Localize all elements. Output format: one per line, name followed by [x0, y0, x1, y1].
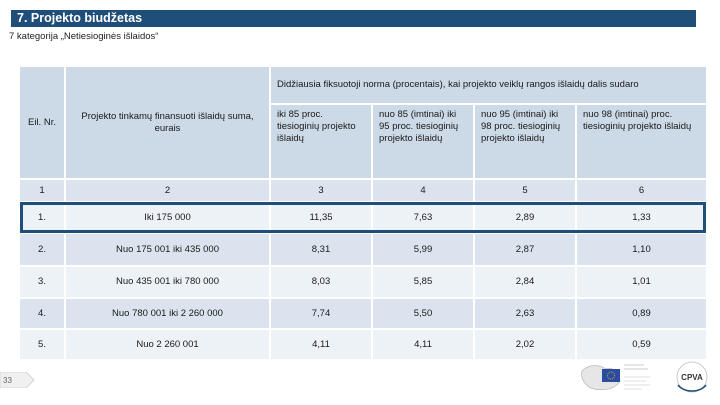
header-nr: Eil. Nr. — [20, 67, 64, 178]
row-2-rate-3: 2,87 — [475, 234, 575, 265]
row-1-nr: 1. — [20, 203, 64, 232]
eu-flag-icon — [602, 369, 620, 382]
page-number-shape — [0, 372, 34, 388]
cpva-logo-text: CPVA — [681, 373, 703, 382]
header-sub-1: iki 85 proc. tiesioginių projekto išlaid… — [271, 105, 371, 178]
row-2-rate-4: 1,10 — [577, 234, 706, 265]
cpva-logo-icon — [676, 361, 708, 393]
page-number: 33 — [3, 376, 12, 385]
row-1-highlight — [20, 202, 706, 233]
row-1-rate-1: 11,35 — [271, 203, 371, 232]
col-number-1: 1 — [20, 180, 64, 201]
row-1-amount: Iki 175 000 — [66, 203, 269, 232]
row-1-rate-2: 7,63 — [373, 203, 473, 232]
header-sub-3: nuo 95 (imtinai) iki 98 proc. tiesiogini… — [475, 105, 575, 178]
row-4-nr: 4. — [20, 299, 64, 328]
row-5-rate-3: 2,02 — [475, 330, 575, 359]
page-subtitle: 7 kategorija „Netiesioginės išlaidos“ — [9, 31, 159, 42]
col-number-6: 6 — [577, 180, 706, 201]
row-2-nr: 2. — [20, 234, 64, 265]
row-2-amount: Nuo 175 001 iki 435 000 — [66, 234, 269, 265]
row-4-rate-2: 5,50 — [373, 299, 473, 328]
row-5-rate-4: 0,59 — [577, 330, 706, 359]
col-number-5: 5 — [475, 180, 575, 201]
row-5-rate-1: 4,11 — [271, 330, 371, 359]
row-4-rate-3: 2,63 — [475, 299, 575, 328]
col-number-3: 3 — [271, 180, 371, 201]
row-3-rate-2: 5,85 — [373, 267, 473, 297]
header-amount: Projekto tinkamų finansuoti išlaidų suma… — [66, 67, 269, 178]
header-sub-4: nuo 98 (imtinai) proc. tiesioginių proje… — [577, 105, 706, 178]
row-2-rate-2: 5,99 — [373, 234, 473, 265]
row-5-rate-2: 4,11 — [373, 330, 473, 359]
row-1-rate-4: 1,33 — [577, 203, 706, 232]
row-3-rate-1: 8,03 — [271, 267, 371, 297]
row-4-amount: Nuo 780 001 iki 2 260 000 — [66, 299, 269, 328]
row-5-nr: 5. — [20, 330, 64, 359]
header-sub-2: nuo 85 (imtinai) iki 95 proc. tiesiogini… — [373, 105, 473, 178]
row-2-rate-1: 8,31 — [271, 234, 371, 265]
row-4-rate-4: 0,89 — [577, 299, 706, 328]
row-3-rate-3: 2,84 — [475, 267, 575, 297]
row-3-rate-4: 1,01 — [577, 267, 706, 297]
header-group: Didžiausia fiksuotoji norma (procentais)… — [271, 67, 706, 103]
row-5-amount: Nuo 2 260 001 — [66, 330, 269, 359]
col-number-2: 2 — [66, 180, 269, 201]
col-number-4: 4 — [373, 180, 473, 201]
row-1-rate-3: 2,89 — [475, 203, 575, 232]
row-4-rate-1: 7,74 — [271, 299, 371, 328]
page-title: 7. Projekto biudžetas — [11, 10, 696, 27]
footer-logos: CPVA — [581, 361, 708, 397]
row-3-amount: Nuo 435 001 iki 780 000 — [66, 267, 269, 297]
row-3-nr: 3. — [20, 267, 64, 297]
